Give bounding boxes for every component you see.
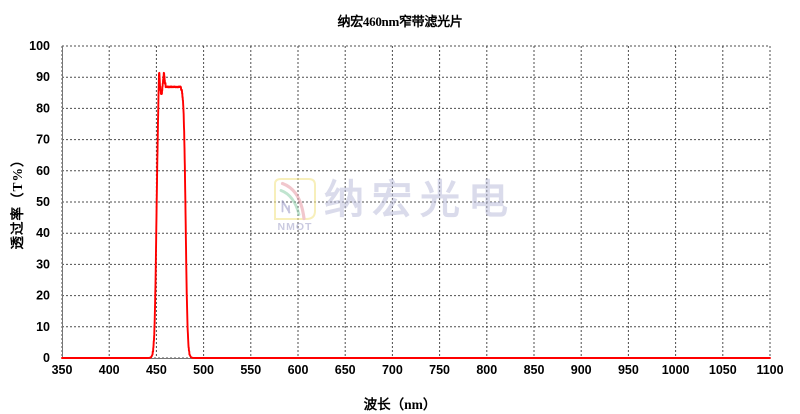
svg-text:10: 10 bbox=[36, 320, 50, 334]
svg-text:40: 40 bbox=[36, 226, 50, 240]
svg-text:纳宏光电: 纳宏光电 bbox=[324, 178, 516, 222]
svg-text:700: 700 bbox=[382, 363, 403, 377]
svg-text:550: 550 bbox=[240, 363, 261, 377]
svg-text:60: 60 bbox=[36, 164, 50, 178]
svg-text:350: 350 bbox=[52, 363, 73, 377]
svg-text:500: 500 bbox=[193, 363, 214, 377]
svg-text:90: 90 bbox=[36, 70, 50, 84]
svg-text:1000: 1000 bbox=[662, 363, 690, 377]
svg-text:850: 850 bbox=[524, 363, 545, 377]
svg-text:1100: 1100 bbox=[756, 363, 783, 377]
svg-text:80: 80 bbox=[36, 101, 50, 115]
svg-text:950: 950 bbox=[618, 363, 639, 377]
svg-text:600: 600 bbox=[288, 363, 309, 377]
svg-text:650: 650 bbox=[335, 363, 356, 377]
svg-text:70: 70 bbox=[36, 133, 50, 147]
svg-text:400: 400 bbox=[99, 363, 120, 377]
svg-text:100: 100 bbox=[29, 39, 50, 53]
svg-text:30: 30 bbox=[36, 257, 50, 271]
svg-text:450: 450 bbox=[146, 363, 167, 377]
svg-text:1050: 1050 bbox=[709, 363, 737, 377]
svg-text:NMOT: NMOT bbox=[278, 221, 313, 233]
svg-text:20: 20 bbox=[36, 289, 50, 303]
svg-text:50: 50 bbox=[36, 195, 50, 209]
svg-text:750: 750 bbox=[429, 363, 450, 377]
svg-text:0: 0 bbox=[43, 351, 50, 365]
svg-text:900: 900 bbox=[571, 363, 592, 377]
svg-text:800: 800 bbox=[476, 363, 497, 377]
